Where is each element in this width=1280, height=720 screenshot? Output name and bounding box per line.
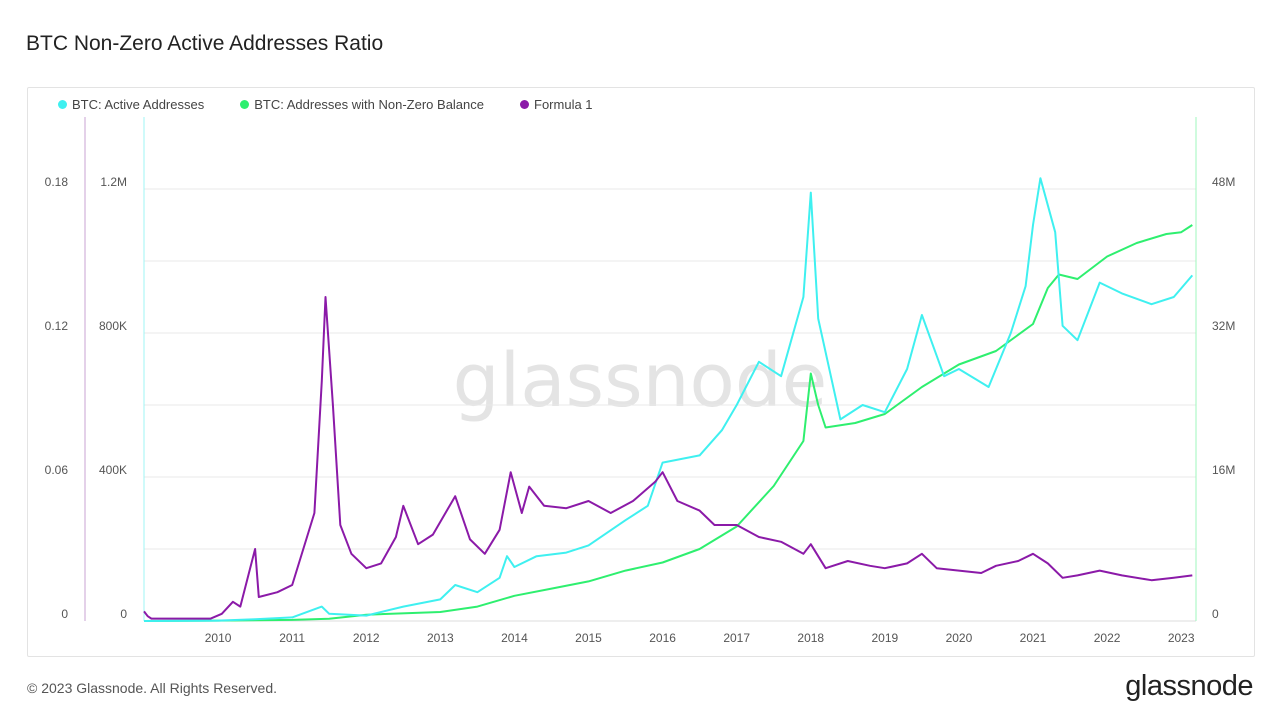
- chart-panel: [27, 87, 1255, 657]
- x-tick-label: 2014: [501, 631, 528, 645]
- axis-ticks: 2010 2011 2012 2013 2014 2015 2016 2017 2018 2019…: [45, 175, 1236, 645]
- y-tick-label-nonzero: 48M: [1212, 175, 1235, 189]
- formula-1-line: [143, 296, 1193, 620]
- y-tick-label-active: 400K: [99, 463, 127, 477]
- x-tick-label: 2010: [205, 631, 232, 645]
- legend-item-active[interactable]: BTC: Active Addresses: [58, 97, 204, 112]
- y-tick-label-active: 800K: [99, 319, 127, 333]
- nonzero-balance-line: [143, 224, 1193, 622]
- chart-watermark: glassnode: [453, 338, 828, 424]
- x-tick-label: 2023: [1168, 631, 1195, 645]
- x-tick-label: 2013: [427, 631, 454, 645]
- chart-legend: BTC: Active Addresses BTC: Addresses wit…: [58, 97, 593, 112]
- legend-label-active: BTC: Active Addresses: [72, 97, 205, 112]
- y-tick-label-active: 1.2M: [100, 175, 127, 189]
- legend-label-nonzero: BTC: Addresses with Non-Zero Balance: [254, 97, 485, 112]
- x-tick-label: 2022: [1094, 631, 1121, 645]
- legend-item-formula[interactable]: Formula 1: [520, 97, 593, 112]
- legend-label-formula: Formula 1: [534, 97, 593, 112]
- y-tick-label-formula: 0.18: [45, 175, 69, 189]
- x-tick-label: 2021: [1020, 631, 1047, 645]
- legend-dot-nonzero: [240, 100, 250, 109]
- y-tick-label-active: 0: [120, 607, 127, 621]
- copyright-footer: © 2023 Glassnode. All Rights Reserved.: [27, 680, 278, 696]
- x-tick-label: 2020: [946, 631, 973, 645]
- active-addresses-line: [143, 177, 1194, 622]
- x-tick-label: 2015: [575, 631, 602, 645]
- x-tick-label: 2017: [723, 631, 750, 645]
- legend-dot-active: [58, 100, 67, 109]
- brand-logo: glassnode: [1125, 670, 1253, 702]
- series-lines: [143, 177, 1194, 622]
- legend-item-nonzero[interactable]: BTC: Addresses with Non-Zero Balance: [240, 97, 484, 112]
- y-tick-label-formula: 0.06: [45, 463, 69, 477]
- y-tick-label-nonzero: 16M: [1212, 463, 1235, 477]
- x-tick-label: 2019: [871, 631, 898, 645]
- x-tick-label: 2012: [353, 631, 380, 645]
- y-tick-label-formula: 0: [61, 607, 68, 621]
- legend-dot-formula: [520, 100, 530, 109]
- x-tick-label: 2018: [797, 631, 824, 645]
- page-title: BTC Non-Zero Active Addresses Ratio: [26, 32, 384, 55]
- x-tick-label: 2011: [279, 631, 305, 645]
- y-tick-label-nonzero: 0: [1212, 607, 1219, 621]
- x-tick-label: 2016: [649, 631, 676, 645]
- y-tick-label-formula: 0.12: [45, 319, 69, 333]
- y-tick-label-nonzero: 32M: [1212, 319, 1235, 333]
